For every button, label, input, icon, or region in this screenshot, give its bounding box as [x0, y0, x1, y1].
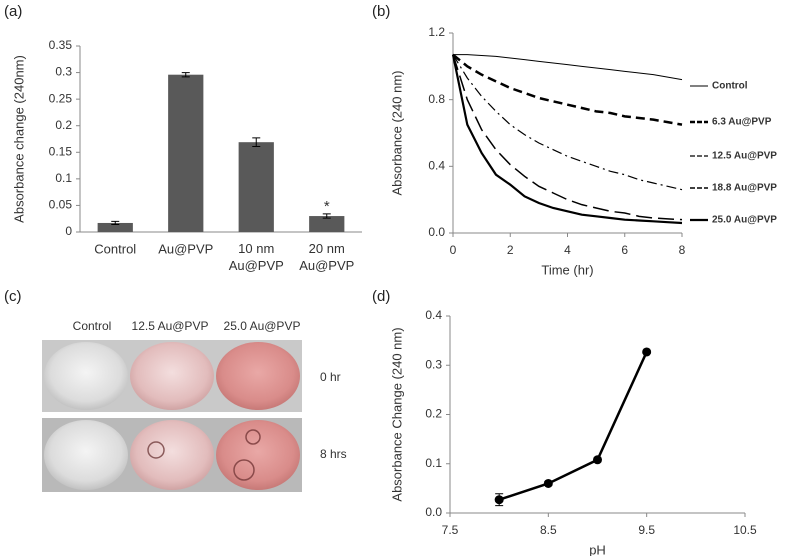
x-axis-label: Time (hr)	[541, 262, 593, 277]
well	[130, 342, 214, 410]
marker	[543, 478, 553, 488]
well	[44, 342, 128, 410]
y-tick-label: 0	[65, 224, 72, 238]
error-bar	[111, 220, 120, 226]
bar	[168, 74, 204, 232]
y-tick-label: 0.4	[428, 159, 445, 173]
photo: (c) Control 12.5 Au@PVP 25.0 Au@PVP 0 hr…	[4, 288, 347, 492]
legend-label: 6.3 Au@PVP	[712, 117, 772, 128]
x-tick-label: 20 nm Au@PVP	[299, 241, 354, 273]
bubble	[147, 441, 165, 459]
series-line	[452, 53, 683, 126]
well	[130, 420, 214, 490]
legend-label: 18.8 Au@PVP	[712, 183, 777, 194]
column-label: Control	[73, 319, 112, 333]
y-tick-label: 0.3	[55, 65, 72, 79]
error-bar	[252, 137, 261, 147]
column-label: 12.5 Au@PVP	[132, 319, 209, 333]
well	[44, 420, 128, 490]
x-tick-label: Control	[94, 241, 136, 256]
well	[216, 342, 300, 410]
panel-label: (c)	[4, 288, 22, 305]
y-tick-label: 0.1	[55, 171, 72, 185]
y-tick-label: 0.0	[428, 225, 445, 239]
series-line	[452, 54, 683, 221]
y-tick-label: 0.8	[428, 92, 445, 106]
y-tick-label: 0.3	[425, 357, 442, 371]
bar	[309, 216, 345, 232]
bubble	[233, 459, 255, 481]
legend-label: 25.0 Au@PVP	[712, 215, 777, 226]
x-axis-label: pH	[589, 542, 606, 556]
x-tick-label: 8	[679, 243, 686, 257]
x-tick-label: 7.5	[442, 523, 459, 537]
x-tick-label: Au@PVP	[158, 241, 213, 256]
y-tick-label: 0.15	[49, 144, 73, 158]
y-tick-label: 0.2	[425, 407, 442, 421]
y-tick-label: 1.2	[428, 25, 445, 39]
series-line	[451, 54, 683, 225]
row-label: 0 hr	[320, 370, 341, 384]
legend-label: 12.5 Au@PVP	[712, 151, 777, 162]
panel-label: (b)	[372, 3, 390, 20]
x-tick-label: 4	[564, 243, 571, 257]
panel-label: (a)	[4, 3, 22, 20]
y-axis-label: Absorbance (240 nm)	[389, 70, 404, 195]
marker	[593, 455, 602, 465]
y-tick-label: 0.25	[49, 91, 73, 105]
y-tick-label: 0.05	[49, 198, 73, 212]
well	[216, 420, 300, 490]
panel-label: (d)	[372, 288, 390, 305]
y-tick-label: 0.4	[425, 308, 442, 322]
error-bar	[322, 213, 331, 219]
error-bar	[181, 72, 190, 78]
legend-label: Control	[712, 81, 748, 92]
bubble	[245, 429, 261, 445]
marker	[494, 495, 504, 505]
marker	[642, 347, 652, 357]
y-tick-label: 0.35	[49, 38, 73, 52]
x-tick-label: 2	[507, 243, 514, 257]
bar	[238, 142, 274, 232]
x-tick-label: 10.5	[733, 523, 757, 537]
series-line	[452, 54, 683, 191]
x-tick-label: 10 nm Au@PVP	[229, 241, 284, 273]
y-tick-label: 0.1	[425, 456, 442, 470]
y-tick-label: 0.2	[55, 118, 72, 132]
row-label: 8 hrs	[320, 447, 347, 461]
y-tick-label: 0.0	[425, 505, 442, 519]
y-axis-label: Absorbance Change (240 nm)	[389, 327, 404, 501]
x-tick-label: 0	[450, 243, 457, 257]
column-label: 25.0 Au@PVP	[224, 319, 301, 333]
bar	[97, 222, 133, 232]
x-tick-label: 6	[621, 243, 628, 257]
y-axis-label: Absorbance change (240nm)	[11, 55, 26, 223]
annotation: *	[324, 198, 330, 215]
x-tick-label: 8.5	[540, 523, 557, 537]
series-line	[498, 351, 648, 501]
x-tick-label: 9.5	[638, 523, 655, 537]
series-line	[453, 54, 683, 81]
